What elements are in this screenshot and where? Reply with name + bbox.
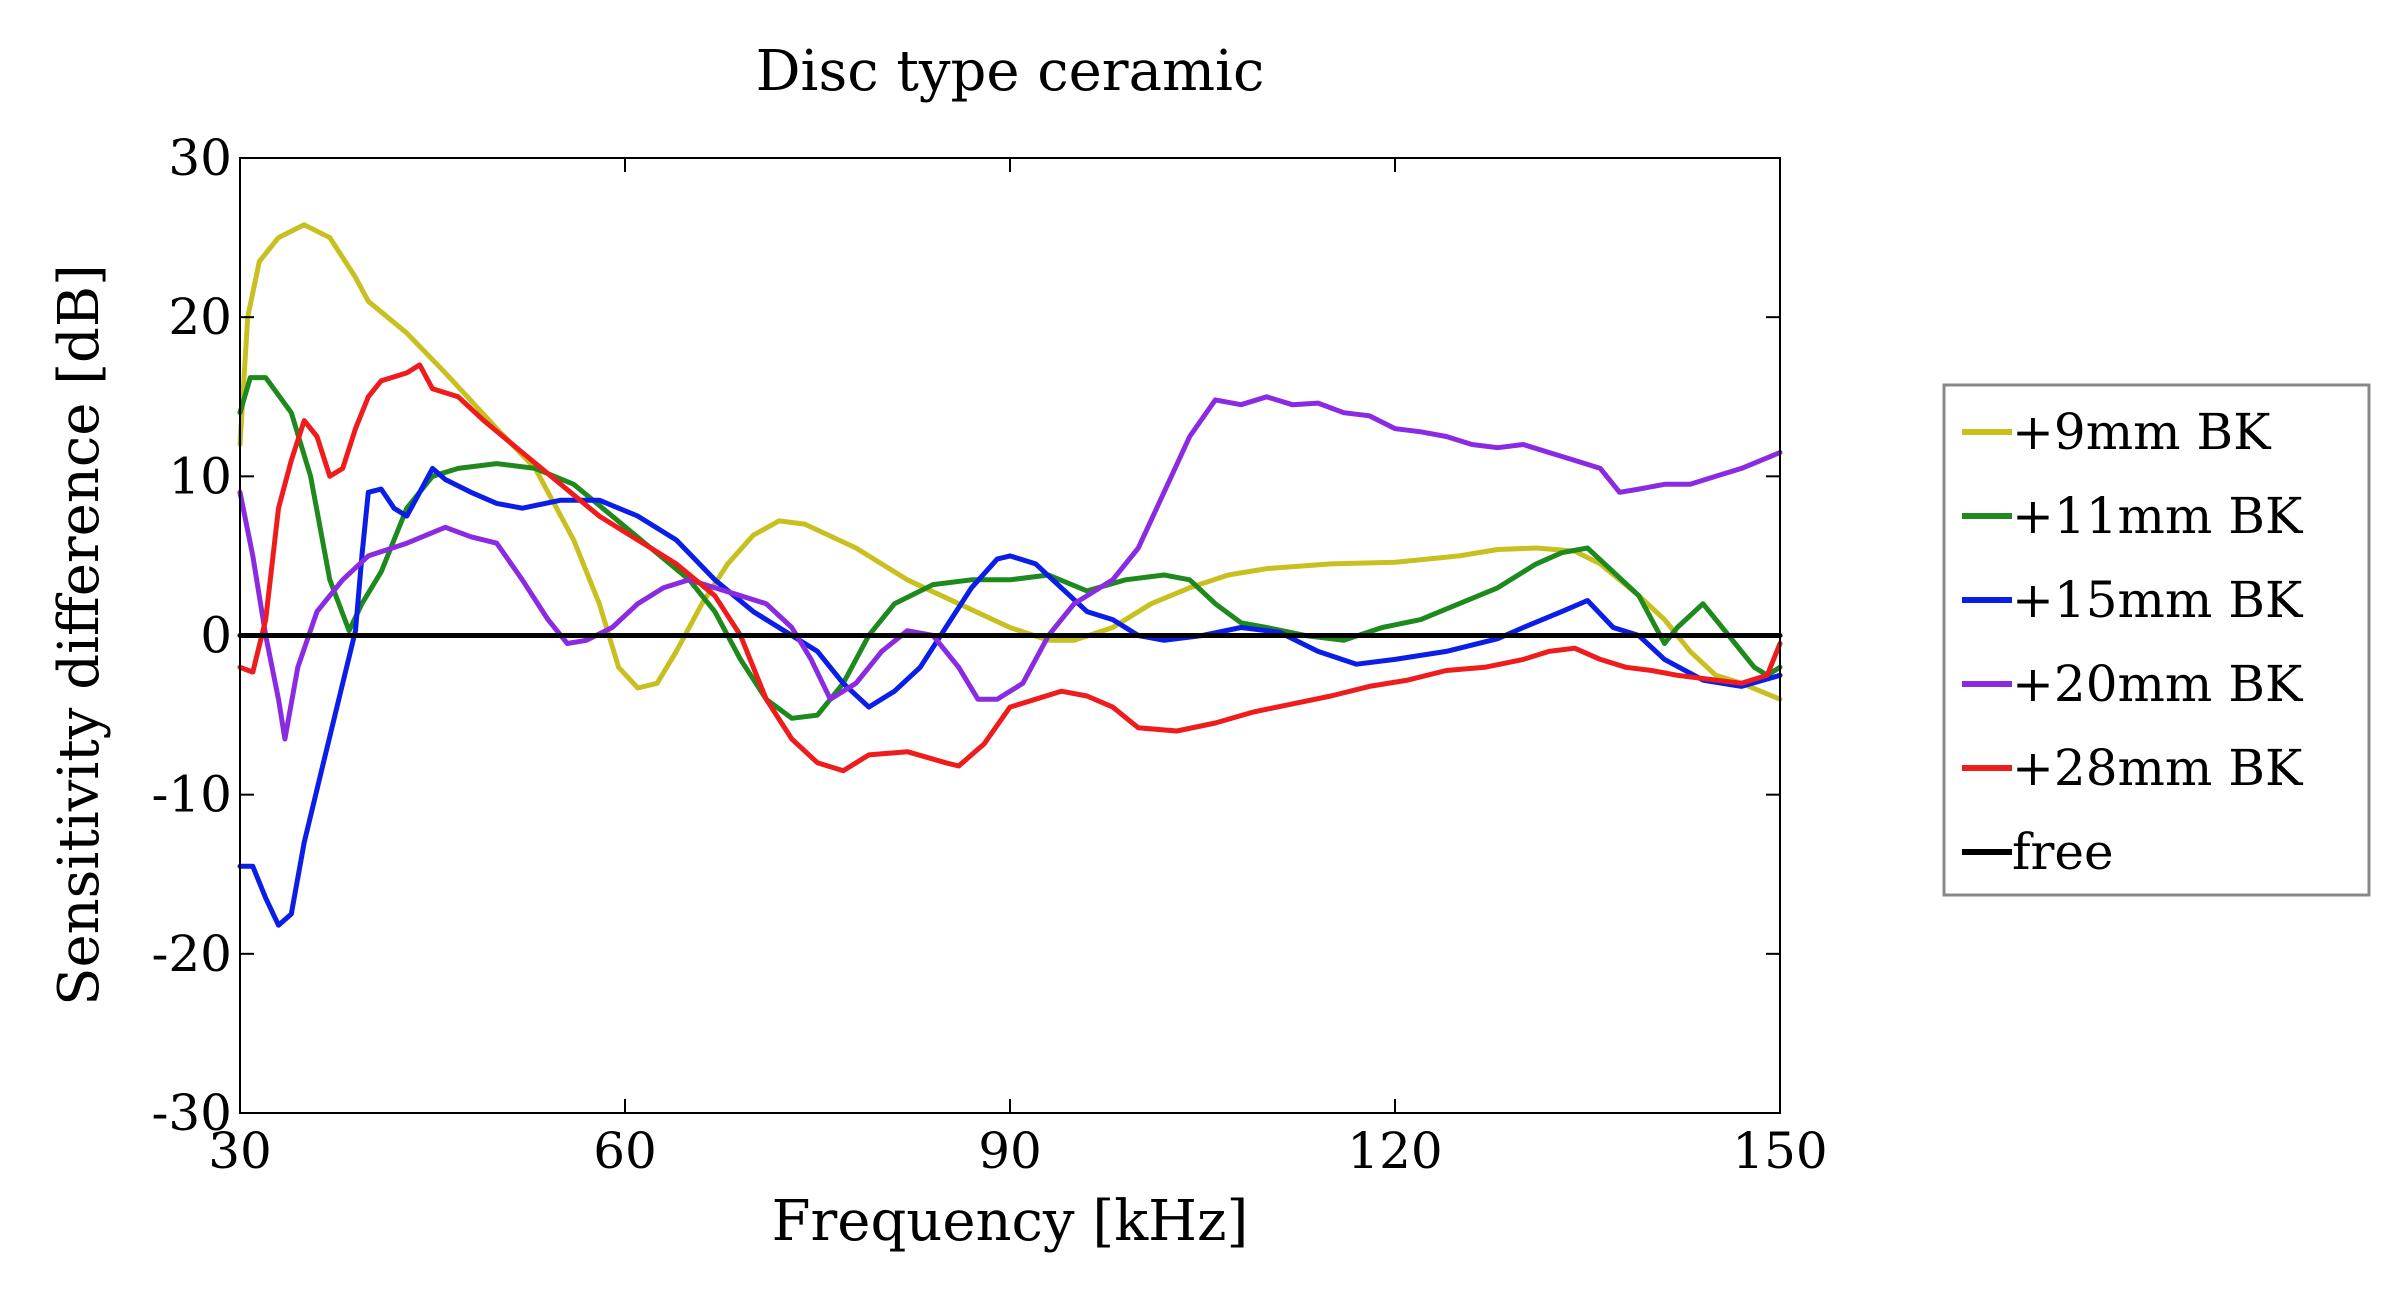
ticks-layer: 30 60 90 120 150 -30 -20 -10 0 10 20 30 [151,129,1827,1180]
y-tick-label: -30 [151,1084,232,1142]
legend-label-15mm-bk: +15mm BK [2012,571,2304,629]
legend-label-9mm-bk: +9mm BK [2012,403,2272,461]
series-line-20mm-bk [237,394,1783,742]
series-line-11mm-bk [237,375,1783,721]
series-line-9mm-bk [237,222,1783,702]
series-layer [237,222,1783,928]
legend-items: +9mm BK +11mm BK +15mm BK +20mm BK +28mm BK f… [1962,403,2304,881]
x-tick-label: 90 [978,1122,1042,1180]
legend-label-11mm-bk: +11mm BK [2012,487,2304,545]
y-tick-label: -20 [151,925,232,983]
x-tick-label: 30 [208,1122,272,1180]
series-line-15mm-bk [237,465,1783,928]
y-tick-label: 30 [168,129,232,187]
legend-box [1942,383,2371,897]
legend: +9mm BK +11mm BK +15mm BK +20mm BK +28mm BK f… [1942,383,2371,897]
legend-label-free: free [2012,823,2114,881]
y-axis-label: Sensitivity difference [dB] [47,264,112,1006]
x-tick-label: 120 [1347,1122,1442,1180]
y-tick-label: 10 [168,447,232,505]
y-tick-label: 0 [200,607,232,665]
x-tick-label: 150 [1732,1122,1827,1180]
series-line-28mm-bk [237,362,1783,774]
x-tick-label: 60 [593,1122,657,1180]
legend-label-20mm-bk: +20mm BK [2012,655,2304,713]
y-tick-label: 20 [168,288,232,346]
legend-label-28mm-bk: +28mm BK [2012,739,2304,797]
plot-area: 30 60 90 120 150 -30 -20 -10 0 10 20 30 [151,129,1827,1180]
y-tick-label: -10 [151,766,232,824]
x-axis-label: Frequency [kHz] [772,1189,1249,1254]
chart-title: Disc type ceramic [756,39,1265,104]
